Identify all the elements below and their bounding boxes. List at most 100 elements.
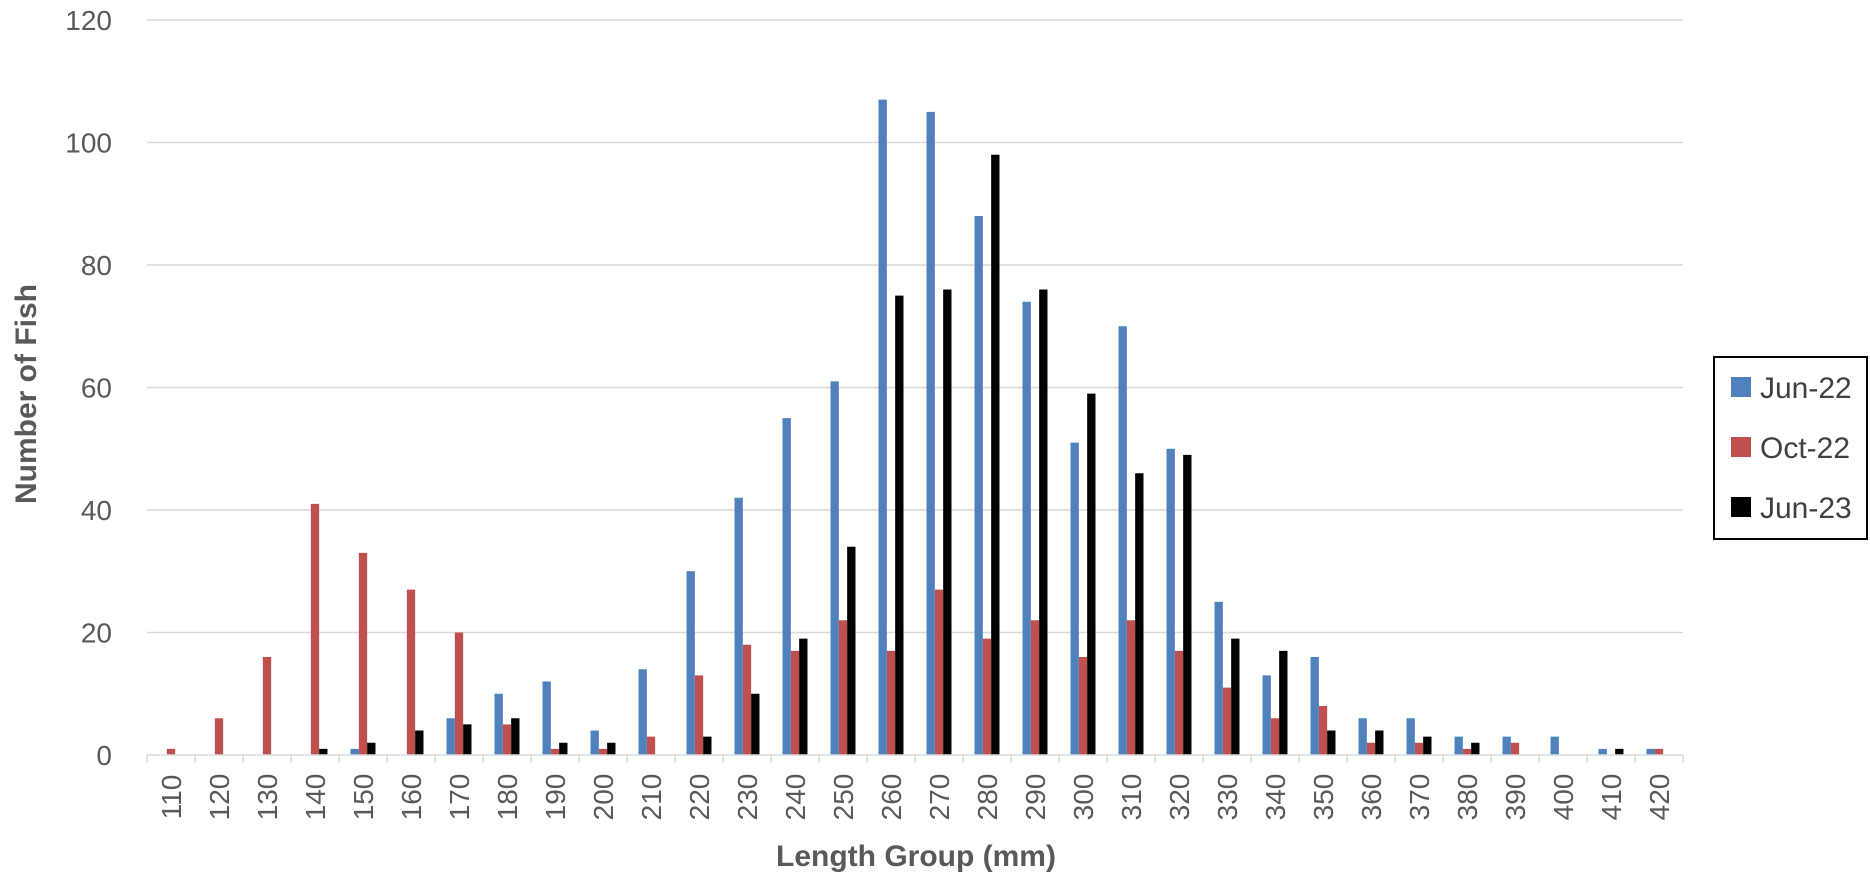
bar [926,111,935,755]
y-tick-label: 0 [96,740,112,771]
y-tick-label: 40 [81,495,112,526]
x-tick-label: 320 [1164,774,1195,821]
bar [790,650,800,755]
bar [646,736,656,755]
x-tick-label: 190 [540,774,571,821]
bar [319,748,328,755]
bar [550,748,560,755]
x-tick-label: 420 [1644,774,1675,821]
bar [1598,748,1607,755]
bar [886,650,896,755]
bar [1262,675,1271,755]
bar [1183,454,1192,755]
x-tick-label: 290 [1020,774,1051,821]
x-tick-label: 270 [924,774,955,821]
x-tick-label: 410 [1596,774,1627,821]
bar [982,638,992,755]
y-axis-title: Number of Fish [10,284,43,504]
x-tick-label: 120 [204,774,235,821]
y-tick-label: 20 [81,618,112,649]
bar [598,748,608,755]
bar [1462,748,1472,755]
bar [638,669,647,755]
bar [1375,730,1384,755]
x-tick-label: 260 [876,774,907,821]
bar [446,718,455,755]
bar [166,748,176,755]
legend-swatch [1731,437,1751,457]
bar [406,589,416,755]
bar [310,503,320,755]
bar [838,620,848,755]
legend-entry: Oct-22 [1760,432,1850,465]
bar [1166,448,1175,755]
bar [502,724,512,755]
bar [1318,706,1328,755]
x-tick-label: 390 [1500,774,1531,821]
bar [1310,657,1319,755]
bar [694,675,704,755]
bar [751,693,760,755]
bar [1327,730,1336,755]
bar [1135,473,1144,755]
bar [1118,326,1127,755]
bar [1070,442,1079,755]
bar [1030,620,1040,755]
x-tick-label: 380 [1452,774,1483,821]
x-tick-label: 240 [780,774,811,821]
bar [358,552,368,755]
y-tick-label: 120 [65,5,112,36]
bar [1454,736,1463,755]
x-tick-label: 310 [1116,774,1147,821]
bar [559,742,568,755]
bar [214,718,224,755]
x-tick-label: 360 [1356,774,1387,821]
axes: 0 20 40 60 80 100 120 110 120 130 140 150 160 170 180 1… [65,5,1684,821]
bar [1615,748,1624,755]
bar [991,154,1000,755]
bar [262,657,272,755]
bar [847,546,856,755]
bar [463,724,472,755]
x-tick-label: 180 [492,774,523,821]
x-tick-label: 110 [156,775,187,820]
x-tick-label: 300 [1068,774,1099,821]
bar [1126,620,1136,755]
x-tick-label: 160 [396,774,427,821]
x-tick-label: 200 [588,774,619,821]
x-tick-label: 140 [300,774,331,821]
x-tick-label: 170 [444,774,475,821]
bar [1423,736,1432,755]
x-tick-label: 280 [972,774,1003,821]
bar [1366,742,1376,755]
bar [511,718,520,755]
bar [1358,718,1367,755]
x-tick-label: 230 [732,774,763,821]
legend-swatch [1731,377,1751,397]
bar [590,730,599,755]
bar [367,742,376,755]
bar [415,730,424,755]
bar [934,589,944,755]
x-tick-label: 220 [684,774,715,821]
x-tick-label: 340 [1260,774,1291,821]
bar [1270,718,1280,755]
bar [1646,748,1655,755]
bar [454,632,464,755]
bar [799,638,808,755]
y-tick-label: 100 [65,128,112,159]
bar [974,216,983,755]
bar [1022,301,1031,755]
bar [1078,657,1088,755]
bar [1279,650,1288,755]
bar [686,571,695,755]
bar [895,295,904,755]
x-tick-label: 370 [1404,774,1435,821]
bar [878,99,887,755]
bar [1502,736,1511,755]
x-axis-title: Length Group (mm) [776,840,1056,873]
bar [1174,650,1184,755]
x-tick-label: 150 [348,774,379,821]
bar [1471,742,1480,755]
